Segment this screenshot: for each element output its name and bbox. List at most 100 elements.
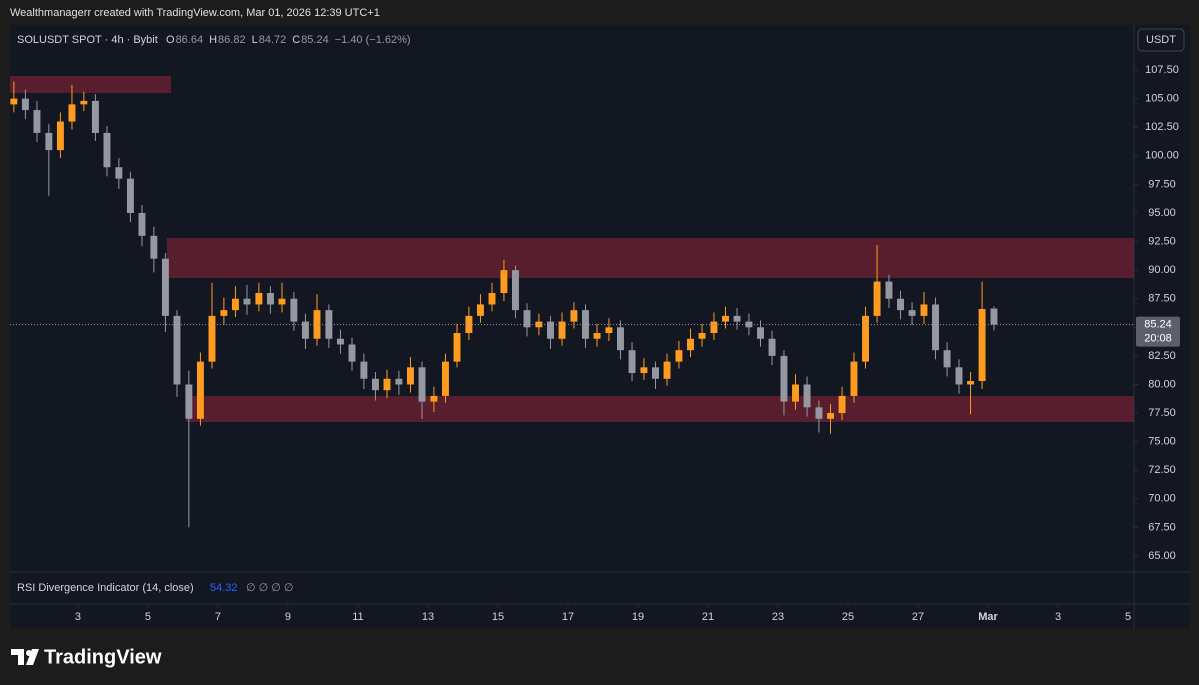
y-tick-label: 70.00 xyxy=(1148,493,1176,505)
zone xyxy=(10,75,172,94)
x-tick-label: 19 xyxy=(632,611,644,623)
candle-body xyxy=(862,315,869,362)
y-tick-label: 105.00 xyxy=(1145,93,1179,105)
candle-body xyxy=(418,367,426,402)
candle-body xyxy=(266,293,274,305)
currency-button[interactable] xyxy=(1137,28,1185,52)
x-tick-label: 5 xyxy=(145,611,151,623)
brand: TradingView xyxy=(44,646,162,668)
candle-body xyxy=(780,355,788,402)
candle-body xyxy=(255,293,263,305)
candle-body xyxy=(173,315,181,385)
ohlc-letter: O xyxy=(166,34,175,46)
candle-body xyxy=(465,315,473,334)
candle-body xyxy=(722,315,729,322)
candle-body xyxy=(80,100,88,105)
x-tick-label: 17 xyxy=(562,611,574,623)
candle-body xyxy=(231,298,239,311)
candle-body xyxy=(640,367,648,374)
candle-body xyxy=(908,310,916,316)
candle-body xyxy=(827,413,834,419)
x-tick-label: 3 xyxy=(1055,611,1061,623)
candle-body xyxy=(803,384,811,408)
candle-body xyxy=(243,298,251,305)
ohlc-letter: C xyxy=(292,34,300,46)
candle-body xyxy=(710,321,718,334)
candle-body xyxy=(733,315,741,322)
candle-body xyxy=(838,395,846,414)
x-tick-label: 3 xyxy=(75,611,81,623)
candle-body xyxy=(850,361,858,396)
candle-body xyxy=(768,338,776,356)
candle-body xyxy=(488,293,496,305)
candle-body xyxy=(757,327,764,339)
candle-body xyxy=(593,333,601,339)
candle-body xyxy=(967,381,974,385)
candle-body xyxy=(897,298,904,311)
candle-body xyxy=(558,321,566,339)
candle-body xyxy=(150,235,158,259)
currency[interactable]: USDT xyxy=(1146,34,1176,46)
ohlc-value: 84.72 xyxy=(259,34,287,46)
x-tick-label: 21 xyxy=(702,611,714,623)
x-tick-label: Mar xyxy=(978,611,998,623)
candle-body xyxy=(68,104,76,122)
y-tick-label: 90.00 xyxy=(1148,264,1176,276)
ohlc-value: 86.64 xyxy=(176,34,204,46)
zones xyxy=(10,75,1135,422)
ohlc-letter: L xyxy=(252,34,258,46)
candle-body xyxy=(301,321,309,339)
candle-body xyxy=(512,270,519,311)
candle-body xyxy=(978,309,986,382)
candle-body xyxy=(161,258,169,316)
logo-dot xyxy=(26,650,32,656)
indicator-value: 54.32 xyxy=(210,582,238,594)
y-tick-label: 97.50 xyxy=(1148,178,1176,190)
y-tick-label: 107.50 xyxy=(1145,64,1179,76)
y-tick-label: 72.50 xyxy=(1148,464,1176,476)
countdown: 20:08 xyxy=(1144,332,1172,344)
y-tick-label: 87.50 xyxy=(1148,293,1176,305)
candle-body xyxy=(336,338,344,345)
candle-body xyxy=(360,361,368,379)
candle-body xyxy=(220,310,228,316)
candles xyxy=(10,81,998,528)
y-tick-label: 65.00 xyxy=(1148,550,1176,562)
candle-body xyxy=(955,367,963,385)
x-tick-label: 23 xyxy=(772,611,784,623)
candle-body xyxy=(196,361,204,419)
candle-body xyxy=(675,350,683,362)
candle-body xyxy=(792,384,799,402)
ohlc-value: 86.82 xyxy=(218,34,246,46)
candle-body xyxy=(687,338,694,351)
candle-body xyxy=(943,350,951,368)
candle-body xyxy=(605,327,613,334)
candle-body xyxy=(126,178,134,213)
candle-body xyxy=(138,212,146,236)
symbol: SOLUSDT SPOT · 4h · Bybit xyxy=(17,34,158,46)
candle-body xyxy=(652,367,659,379)
candle-body xyxy=(278,298,286,305)
candle-body xyxy=(406,367,414,385)
candle-body xyxy=(383,378,391,391)
x-tick-label: 25 xyxy=(842,611,854,623)
candle-body xyxy=(45,132,53,151)
candle-body xyxy=(453,333,461,362)
candle-body xyxy=(371,378,379,391)
chart-pane xyxy=(10,25,1190,628)
candle-body xyxy=(430,395,438,402)
candle-body xyxy=(21,98,29,111)
x-tick-label: 9 xyxy=(285,611,291,623)
watermark: Wealthmanagerr created with TradingView.… xyxy=(10,7,380,19)
candle-body xyxy=(10,98,18,105)
candle-body xyxy=(920,304,928,316)
candle-body xyxy=(547,321,554,339)
candle-body xyxy=(663,361,671,379)
candle-body xyxy=(523,310,531,328)
candle-body xyxy=(873,281,881,316)
x-tick-label: 7 xyxy=(215,611,221,623)
candle-body xyxy=(582,310,589,339)
candle-body xyxy=(115,167,123,179)
